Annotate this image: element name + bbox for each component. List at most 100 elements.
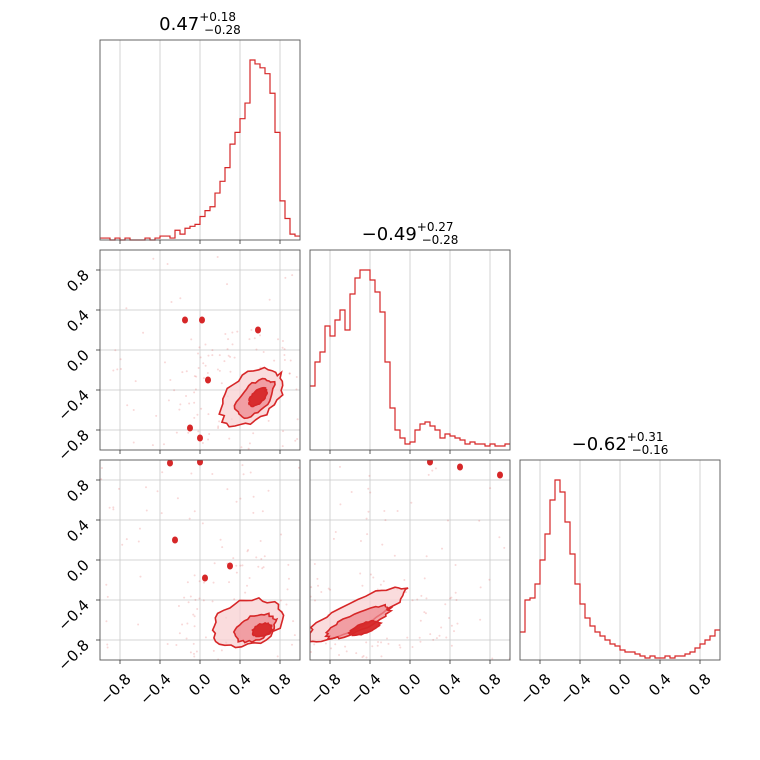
scatter-point [163,361,166,364]
scatter-point [193,391,196,394]
scatter-point [193,574,196,577]
scatter-point [268,298,271,301]
scatter-point [235,571,238,574]
scatter-point [226,488,229,491]
contour-plot-area [100,460,310,696]
scatter-point [251,664,253,666]
scatter-point [181,623,184,626]
scatter-point [365,656,368,659]
scatter-point [296,647,298,649]
scatter-point [262,566,265,569]
scatter-point [450,596,453,599]
scatter-point [137,540,140,543]
scatter-point [106,643,109,646]
scatter-point [291,643,294,646]
scatter-point [252,690,254,692]
scatter-point [308,656,310,658]
histogram-bin [585,618,590,660]
contour-plot-area [112,256,300,454]
histogram-bin [210,207,215,240]
histogram-bin [595,632,600,660]
scatter-point [204,343,207,346]
scatter-point [368,474,371,477]
scatter-point [367,510,370,513]
histogram-bin [545,534,550,660]
x-tick-label: 0.4 [645,670,675,700]
scatter-point [282,430,285,433]
histogram-bin [360,270,365,450]
histogram-bin [255,64,260,240]
scatter-point [246,550,249,553]
scatter-point [239,497,242,500]
scatter-point [214,675,216,677]
contour-island [427,460,433,466]
scatter-point [258,334,261,337]
scatter-point [305,597,307,599]
scatter-point [281,346,284,349]
scatter-point [446,519,449,522]
scatter-point [258,694,260,696]
scatter-point [338,653,341,656]
scatter-point [192,613,195,616]
scatter-point [248,338,251,341]
scatter-point [253,337,256,340]
scatter-point [175,643,178,646]
histogram-bin [415,430,420,450]
scatter-point [221,546,224,549]
scatter-point [187,601,190,604]
scatter-point [212,649,215,652]
scatter-point [406,636,409,639]
scatter-point [441,547,444,550]
scatter-point [194,388,197,391]
scatter-point [432,638,435,641]
scatter-point [479,618,482,621]
scatter-point [403,579,406,582]
histogram-bin [490,444,495,450]
histogram-bin [265,74,270,240]
scatter-point [155,414,158,417]
scatter-point [288,372,291,375]
scatter-point [196,413,199,416]
x-tick-label: 0.0 [185,670,215,700]
scatter-point [262,350,265,353]
x-tick-label: −0.8 [516,670,554,708]
scatter-point [253,452,255,454]
contour-island [457,463,463,471]
panels-group: −0.8 −0.4 0.0 0.4 0.8−0.8−0.40.00.40.8−0.8 −0… [54,39,721,709]
scatter-point [223,360,226,363]
scatter-point [489,487,492,490]
scatter-point [295,375,298,378]
scatter-point [211,354,214,357]
scatter-point [132,408,135,411]
scatter-point [176,497,179,500]
scatter-point [283,359,286,362]
scatter-point [201,522,204,525]
histogram-bin [340,310,345,450]
x-tick-label: −0.8 [306,670,344,708]
scatter-point [232,557,235,560]
scatter-point [330,647,333,650]
scatter-point [359,540,362,543]
scatter-point [304,632,306,634]
scatter-point [372,576,375,579]
scatter-point [440,626,443,629]
scatter-point [410,501,413,504]
scatter-point [247,549,250,552]
scatter-point [166,262,169,265]
scatter-point [350,491,353,494]
histogram-bin [445,434,450,450]
scatter-point [339,503,342,506]
scatter-point [283,348,286,351]
scatter-point [197,367,200,370]
histogram-bin [560,492,565,660]
scatter-point [366,533,369,536]
scatter-point [286,588,289,591]
histogram-bin [260,68,265,240]
histogram-bin [180,234,185,240]
scatter-point [145,509,148,512]
scatter-point [377,640,380,643]
scatter-point [119,358,122,361]
y-tick-label: 0.0 [63,556,93,586]
scatter-point [292,620,295,623]
scatter-point [361,584,364,587]
